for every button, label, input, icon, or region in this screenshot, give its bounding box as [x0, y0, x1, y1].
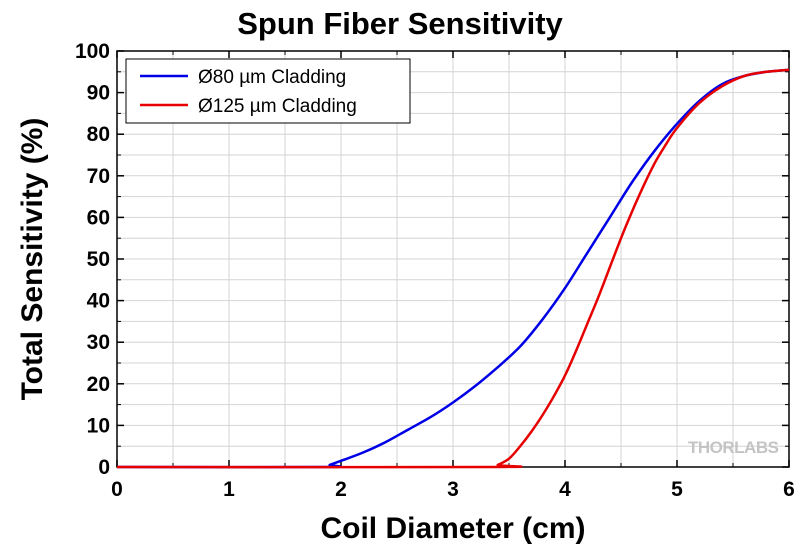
y-tick-label: 10: [87, 414, 110, 437]
y-tick-label: 40: [87, 290, 110, 313]
series-line-80um: [116, 68, 790, 469]
y-tick-label: 100: [75, 40, 110, 63]
y-tick-label: 90: [87, 82, 110, 105]
series-line-125um: [116, 68, 790, 469]
x-axis-label: Coil Diameter (cm): [320, 512, 586, 545]
x-tick-label: 5: [671, 478, 683, 501]
x-tick-label: 0: [111, 478, 123, 501]
x-tick-label: 6: [783, 478, 795, 501]
chart-title: Spun Fiber Sensitivity: [237, 6, 563, 41]
thorlabs-logo: THORLABS: [688, 438, 779, 457]
x-tick-label: 3: [447, 478, 459, 501]
legend-label: Ø125 µm Cladding: [198, 96, 357, 117]
x-tick-label: 2: [335, 478, 347, 501]
y-tick-label: 70: [87, 165, 110, 188]
y-axis-label: Total Sensitivity (%): [16, 117, 49, 401]
y-tick-label: 60: [87, 206, 110, 229]
y-tick-label: 20: [87, 373, 110, 396]
y-tick-label: 0: [98, 456, 110, 479]
x-tick-label: 1: [223, 478, 235, 501]
x-tick-label: 4: [559, 478, 571, 501]
legend-box: [125, 58, 411, 124]
y-tick-label: 30: [87, 331, 110, 354]
y-tick-label: 50: [87, 248, 110, 271]
y-tick-label: 80: [87, 123, 110, 146]
legend-label: Ø80 µm Cladding: [198, 67, 346, 88]
